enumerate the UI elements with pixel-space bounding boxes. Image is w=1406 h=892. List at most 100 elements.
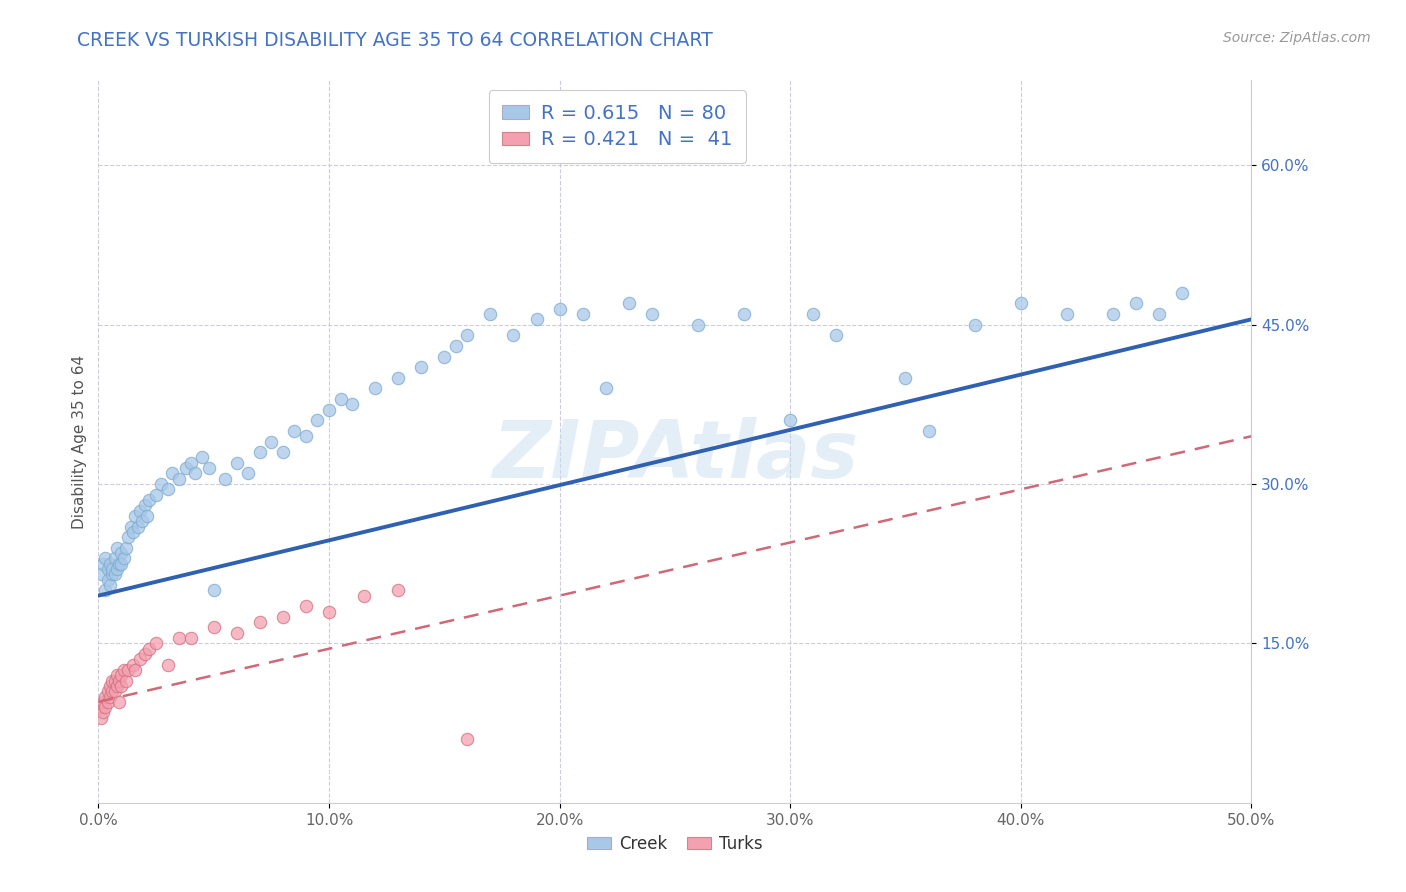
Point bbox=[318, 402, 340, 417]
Legend: Creek, Turks: Creek, Turks bbox=[581, 828, 769, 860]
Point bbox=[117, 530, 139, 544]
Point bbox=[98, 578, 121, 592]
Text: ZIPAtlas: ZIPAtlas bbox=[492, 417, 858, 495]
Point bbox=[110, 668, 132, 682]
Point bbox=[526, 312, 548, 326]
Point bbox=[134, 647, 156, 661]
Point bbox=[249, 615, 271, 630]
Point bbox=[103, 567, 125, 582]
Point bbox=[145, 488, 167, 502]
Point bbox=[641, 307, 664, 321]
Point bbox=[120, 519, 142, 533]
Point bbox=[138, 641, 160, 656]
Point bbox=[387, 583, 409, 598]
Point bbox=[456, 328, 478, 343]
Point bbox=[149, 477, 172, 491]
Point bbox=[122, 657, 145, 672]
Point bbox=[94, 700, 117, 714]
Point bbox=[98, 557, 121, 571]
Point bbox=[238, 467, 260, 481]
Point bbox=[1147, 307, 1170, 321]
Point bbox=[101, 673, 124, 688]
Text: CREEK VS TURKISH DISABILITY AGE 35 TO 64 CORRELATION CHART: CREEK VS TURKISH DISABILITY AGE 35 TO 64… bbox=[77, 31, 713, 50]
Point bbox=[129, 652, 152, 666]
Point bbox=[97, 562, 120, 576]
Point bbox=[456, 732, 478, 747]
Point bbox=[1010, 296, 1032, 310]
Point bbox=[135, 508, 157, 523]
Point bbox=[156, 657, 179, 672]
Point bbox=[249, 445, 271, 459]
Point bbox=[105, 562, 128, 576]
Point bbox=[122, 524, 145, 539]
Point bbox=[617, 296, 640, 310]
Point bbox=[894, 371, 917, 385]
Point bbox=[917, 424, 939, 438]
Point bbox=[105, 541, 128, 555]
Point bbox=[94, 551, 117, 566]
Point bbox=[214, 472, 236, 486]
Point bbox=[124, 663, 146, 677]
Point bbox=[112, 663, 135, 677]
Point bbox=[115, 673, 138, 688]
Point bbox=[97, 684, 120, 698]
Point bbox=[134, 498, 156, 512]
Point bbox=[91, 557, 114, 571]
Point bbox=[167, 631, 190, 645]
Point bbox=[108, 673, 131, 688]
Point bbox=[318, 605, 340, 619]
Point bbox=[307, 413, 329, 427]
Point bbox=[825, 328, 848, 343]
Point bbox=[225, 625, 247, 640]
Point bbox=[1102, 307, 1125, 321]
Point bbox=[98, 679, 121, 693]
Point bbox=[101, 567, 124, 582]
Point bbox=[353, 589, 375, 603]
Point bbox=[502, 328, 524, 343]
Point bbox=[548, 301, 571, 316]
Point bbox=[103, 673, 125, 688]
Point bbox=[198, 461, 221, 475]
Point bbox=[97, 573, 120, 587]
Point bbox=[103, 551, 125, 566]
Point bbox=[1056, 307, 1078, 321]
Point bbox=[202, 620, 225, 634]
Point bbox=[105, 679, 128, 693]
Point bbox=[340, 397, 363, 411]
Point bbox=[184, 467, 207, 481]
Point bbox=[129, 503, 152, 517]
Text: Source: ZipAtlas.com: Source: ZipAtlas.com bbox=[1223, 31, 1371, 45]
Point bbox=[225, 456, 247, 470]
Point bbox=[167, 472, 190, 486]
Point bbox=[963, 318, 986, 332]
Point bbox=[329, 392, 352, 406]
Point bbox=[110, 557, 132, 571]
Point bbox=[479, 307, 502, 321]
Point bbox=[101, 562, 124, 576]
Point bbox=[98, 690, 121, 704]
Point bbox=[202, 583, 225, 598]
Point bbox=[131, 514, 153, 528]
Point bbox=[94, 583, 117, 598]
Point bbox=[103, 684, 125, 698]
Point bbox=[733, 307, 755, 321]
Point bbox=[779, 413, 801, 427]
Point bbox=[180, 631, 202, 645]
Point bbox=[411, 360, 433, 375]
Point bbox=[105, 668, 128, 682]
Point bbox=[271, 610, 294, 624]
Point bbox=[117, 663, 139, 677]
Point bbox=[260, 434, 283, 449]
Point bbox=[90, 711, 112, 725]
Point bbox=[97, 695, 120, 709]
Point bbox=[115, 541, 138, 555]
Point bbox=[110, 546, 132, 560]
Point bbox=[283, 424, 305, 438]
Point bbox=[444, 339, 467, 353]
Point bbox=[156, 483, 179, 497]
Point bbox=[801, 307, 824, 321]
Point bbox=[112, 551, 135, 566]
Point bbox=[364, 381, 387, 395]
Point bbox=[91, 695, 114, 709]
Point bbox=[91, 706, 114, 720]
